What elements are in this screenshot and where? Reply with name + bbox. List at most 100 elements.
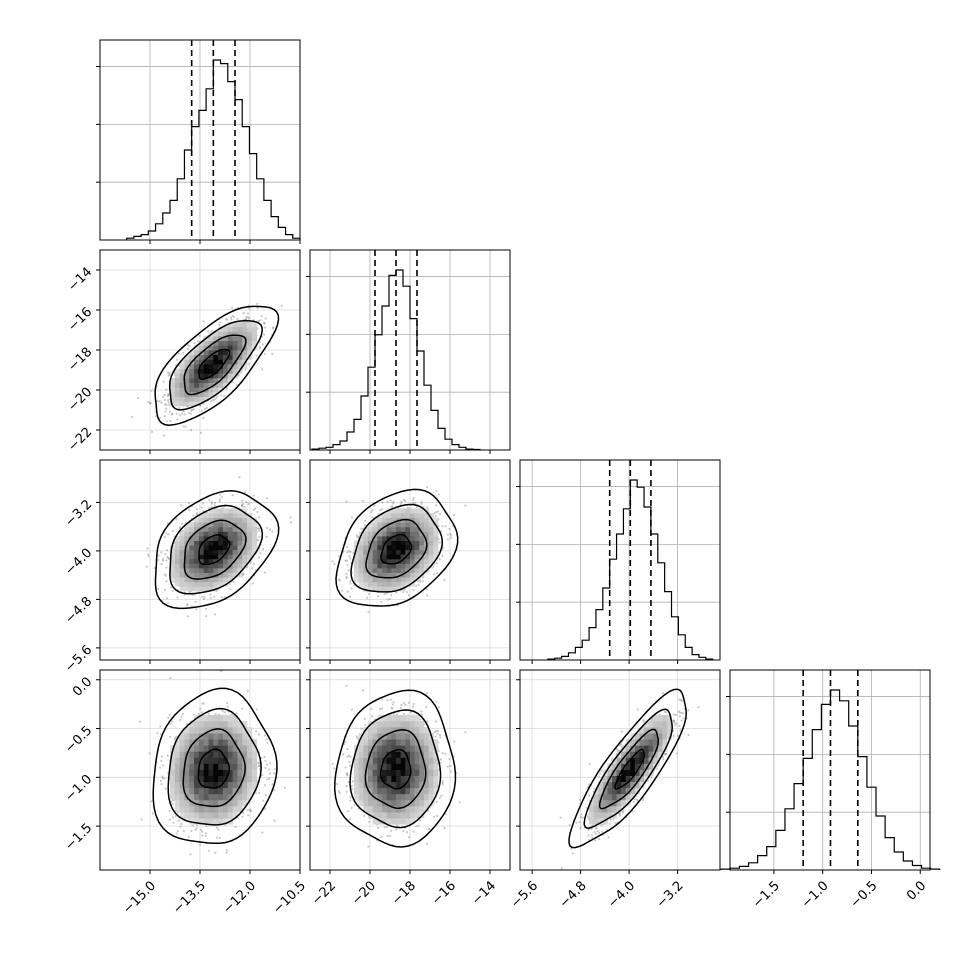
density-cell [396, 568, 402, 573]
sample-point [346, 564, 349, 567]
density-cell [198, 535, 205, 541]
density-cell [218, 739, 224, 746]
density-cell [382, 513, 388, 519]
density-cell [377, 549, 383, 555]
density-cell [237, 540, 243, 546]
density-cell [410, 733, 416, 740]
density-cell [208, 769, 214, 776]
sample-point [687, 709, 690, 712]
density-cell [247, 775, 253, 783]
contour-line [379, 748, 412, 790]
sample-point [232, 580, 235, 583]
sample-point [346, 748, 349, 751]
density-cell [410, 805, 416, 813]
sample-point [420, 710, 423, 713]
sample-point [229, 588, 232, 591]
density-cell [396, 577, 402, 583]
density-cell [198, 799, 205, 807]
density-cell [247, 739, 253, 746]
sample-point [257, 556, 261, 559]
sample-point [347, 780, 350, 784]
sample-point [265, 497, 269, 500]
density-cell [433, 531, 439, 537]
density-cell [354, 554, 360, 560]
density-cell [358, 554, 364, 560]
sample-point [355, 735, 359, 738]
sample-point [347, 550, 351, 553]
density-cell [213, 563, 219, 569]
density-cell [222, 781, 229, 789]
density-cell [377, 526, 383, 532]
sample-point [676, 734, 680, 737]
density-cell [184, 799, 190, 807]
sample-point [458, 801, 461, 804]
density-cell [251, 531, 258, 537]
sample-point [344, 766, 347, 769]
density-cell [424, 727, 430, 734]
sample-point [391, 502, 395, 505]
sample-point [200, 711, 203, 714]
density-cell [203, 392, 209, 398]
density-cell [391, 554, 397, 560]
density-cell [208, 517, 214, 523]
density-cell [184, 757, 190, 764]
density-cell [213, 793, 219, 801]
density-cell [203, 720, 209, 728]
density-cell [414, 545, 420, 551]
sample-point [390, 505, 393, 508]
density-cell [198, 373, 205, 379]
contour-line [198, 534, 231, 566]
density-cell [405, 763, 411, 770]
density-cell [657, 751, 663, 758]
density-cell [419, 787, 425, 795]
density-cell [611, 781, 617, 789]
density-cell [372, 545, 378, 551]
density-cell [363, 733, 369, 740]
sample-point [412, 501, 415, 505]
density-cell [222, 368, 229, 374]
sample-point [399, 706, 402, 709]
density-cell [414, 526, 420, 532]
scatter-panel-3-0 [99, 669, 301, 871]
sample-point [215, 826, 219, 829]
sample-point [344, 559, 347, 562]
density-cell [218, 745, 224, 752]
density-cell [189, 387, 195, 393]
sample-point [350, 785, 353, 788]
density-cell [377, 757, 383, 764]
density-cell [382, 769, 388, 776]
density-cell [179, 549, 185, 555]
density-cell [414, 558, 420, 564]
density-cell [222, 745, 229, 752]
density-cell [363, 757, 369, 764]
density-cell [363, 787, 369, 795]
sample-point [615, 748, 618, 751]
density-cell [251, 757, 258, 764]
sample-point [263, 333, 266, 336]
x-tick-label: −14 [469, 878, 499, 908]
sample-point [425, 692, 429, 695]
density-cell [400, 805, 406, 813]
density-cell [666, 727, 672, 734]
density-cell [194, 531, 200, 537]
density-cell [227, 805, 233, 813]
sample-point [425, 594, 429, 597]
density-cell [433, 757, 439, 764]
sample-point [392, 500, 395, 503]
density-cell [179, 805, 185, 813]
sample-point [673, 721, 676, 724]
density-cell [203, 812, 209, 819]
density-cell [644, 763, 650, 770]
density-cell [218, 540, 224, 546]
density-cell [414, 799, 420, 807]
density-cell [419, 558, 425, 564]
sample-point [665, 711, 668, 714]
sample-point [204, 834, 207, 837]
sample-point [434, 720, 438, 723]
density-cell [377, 793, 383, 801]
sample-point [165, 407, 168, 410]
density-cell [222, 531, 229, 537]
density-cell [237, 336, 243, 342]
density-cell [189, 763, 195, 770]
density-cell [213, 549, 219, 555]
